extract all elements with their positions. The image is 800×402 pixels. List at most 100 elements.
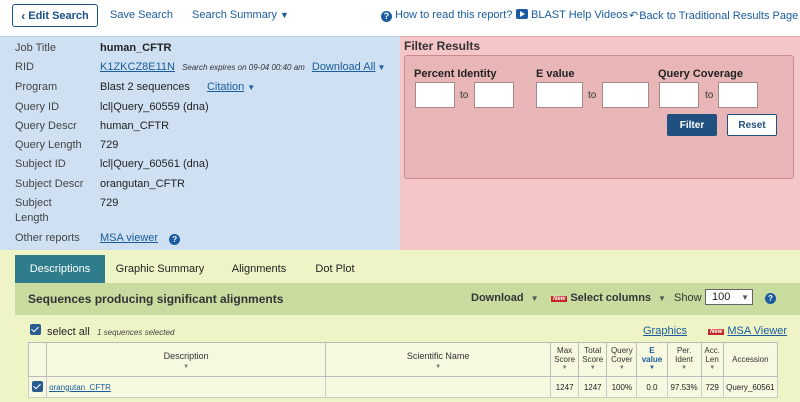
help-icon[interactable]: ? (169, 234, 181, 245)
rid-value-group: K1ZKCZ8E11N Search expires on 09-04 00:4… (100, 61, 385, 73)
filter-button[interactable]: Filter (667, 114, 717, 136)
question-icon: ? (381, 11, 392, 22)
header-query-cover-line2: Cover (611, 355, 633, 364)
header-per-ident[interactable]: Per. Ident ▼ (666, 342, 702, 377)
query-cover-cell: 100% (606, 376, 638, 398)
header-e-value-line2: value (641, 355, 663, 364)
e-value-max-input[interactable] (602, 82, 649, 108)
select-columns-label: Select columns (570, 292, 652, 304)
max-score-cell: 1247 (550, 376, 580, 398)
video-play-icon (516, 9, 528, 19)
header-per-ident-line1: Per. (676, 346, 692, 355)
search-summary-label: Search Summary (192, 9, 277, 21)
query-id-label: Query ID (15, 101, 60, 113)
search-summary-dropdown[interactable]: Search Summary ▼ (192, 9, 289, 21)
header-max-score[interactable]: Max Score ▼ (550, 342, 580, 377)
header-acc-len-line2: Len (705, 355, 719, 364)
header-scientific-name[interactable]: Scientific Name ▼ (325, 342, 552, 377)
sort-icon: ▼ (681, 365, 688, 371)
query-coverage-min-input[interactable] (659, 82, 699, 108)
help-icon[interactable]: ? (765, 293, 776, 304)
save-search-link[interactable]: Save Search (110, 9, 173, 21)
subject-descr-label: Subject Descr (15, 178, 84, 190)
query-descr-label: Query Descr (15, 120, 77, 132)
blast-help-videos-label: BLAST Help Videos (531, 9, 628, 21)
program-value-group: Blast 2 sequences Citation ▼ (100, 81, 255, 93)
blast-help-videos-link[interactable]: BLAST Help Videos (516, 9, 628, 21)
sort-icon: ▼ (589, 365, 596, 371)
e-value-min-input[interactable] (536, 82, 583, 108)
chevron-down-icon: ▼ (247, 83, 256, 92)
row-checkbox[interactable] (32, 380, 44, 392)
selected-count: 1 sequences selected (97, 328, 175, 337)
msa-viewer-results-link[interactable]: New MSA Viewer (708, 325, 787, 337)
header-e-value[interactable]: E value ▼ (636, 342, 668, 377)
download-dropdown[interactable]: Download ▼ (471, 292, 538, 304)
tab-descriptions[interactable]: Descriptions (15, 255, 105, 283)
download-all-dropdown[interactable]: Download All (312, 61, 376, 73)
header-acc-len[interactable]: Acc. Len ▼ (700, 342, 724, 377)
query-id-value: lcl|Query_60559 (dna) (100, 101, 209, 113)
header-total-score[interactable]: Total Score ▼ (578, 342, 608, 377)
header-description-label: Description (163, 351, 209, 361)
header-query-cover-line1: Query (610, 346, 633, 355)
other-reports-value-group: MSA viewer ? (100, 232, 181, 245)
new-badge: New (708, 329, 725, 335)
msa-viewer-link[interactable]: MSA viewer (100, 232, 159, 244)
sort-icon: ▼ (183, 364, 190, 370)
header-accession[interactable]: Accession (722, 342, 779, 377)
row-checkbox-cell (27, 376, 48, 398)
download-label: Download (471, 292, 524, 304)
reset-button[interactable]: Reset (727, 114, 777, 136)
acc-len-cell: 729 (700, 376, 724, 398)
header-description[interactable]: Description ▼ (46, 342, 327, 377)
chevron-down-icon: ▼ (741, 293, 749, 302)
tab-dot-plot[interactable]: Dot Plot (315, 263, 355, 275)
sequences-header-bar: Sequences producing significant alignmen… (15, 283, 800, 315)
query-coverage-max-input[interactable] (718, 82, 758, 108)
rid-label: RID (15, 61, 34, 73)
sort-icon: ▼ (435, 364, 442, 370)
filter-title: Filter Results (404, 39, 481, 53)
query-coverage-label: Query Coverage (658, 68, 743, 80)
query-descr-value: human_CFTR (100, 120, 170, 132)
new-badge: New (551, 296, 568, 302)
show-count-value: 100 (712, 291, 731, 303)
citation-label: Citation (206, 81, 245, 93)
e-value-cell: 0.0 (636, 376, 668, 398)
scientific-name-cell (325, 376, 552, 398)
graphics-link[interactable]: Graphics (643, 325, 688, 337)
percent-identity-min-input[interactable] (415, 82, 455, 108)
show-count-select[interactable]: 100 ▼ (705, 289, 753, 305)
edit-search-button[interactable]: ‹ Edit Search (12, 4, 98, 27)
undo-arrow-icon: ↶ (629, 10, 639, 22)
select-all-checkbox[interactable] (30, 324, 41, 335)
tab-graphic-summary[interactable]: Graphic Summary (115, 263, 205, 275)
how-to-read-link[interactable]: ? How to read this report? (381, 9, 512, 22)
back-to-traditional-link[interactable]: ↶Back to Traditional Results Page (629, 9, 798, 22)
header-accession-label: Accession (732, 355, 769, 364)
query-length-label: Query Length (15, 139, 82, 151)
to-label: to (588, 90, 597, 101)
other-reports-label: Other reports (15, 232, 80, 244)
select-columns-dropdown[interactable]: New Select columns ▼ (551, 292, 666, 304)
percent-identity-label: Percent Identity (414, 68, 497, 80)
how-to-read-label: How to read this report? (395, 9, 513, 21)
total-score-cell: 1247 (578, 376, 608, 398)
header-scientific-name-label: Scientific Name (406, 351, 470, 361)
to-label: to (460, 90, 469, 101)
description-cell: orangutan_CFTR (46, 376, 327, 398)
header-per-ident-line2: Ident (675, 355, 693, 364)
tab-alignments[interactable]: Alignments (231, 263, 287, 275)
back-to-traditional-label: Back to Traditional Results Page (639, 10, 799, 22)
subject-id-label: Subject ID (15, 158, 66, 170)
sort-icon: ▼ (709, 365, 716, 371)
show-label: Show (674, 292, 702, 304)
rid-link[interactable]: K1ZKCZ8E11N (100, 61, 175, 73)
header-query-cover[interactable]: Query Cover ▼ (606, 342, 638, 377)
header-total-score-line1: Total (584, 346, 602, 355)
citation-dropdown[interactable]: Citation (207, 81, 244, 93)
filter-form: Percent Identity E value Query Coverage … (404, 55, 794, 179)
percent-identity-max-input[interactable] (474, 82, 514, 108)
description-link[interactable]: orangutan_CFTR (49, 382, 111, 392)
